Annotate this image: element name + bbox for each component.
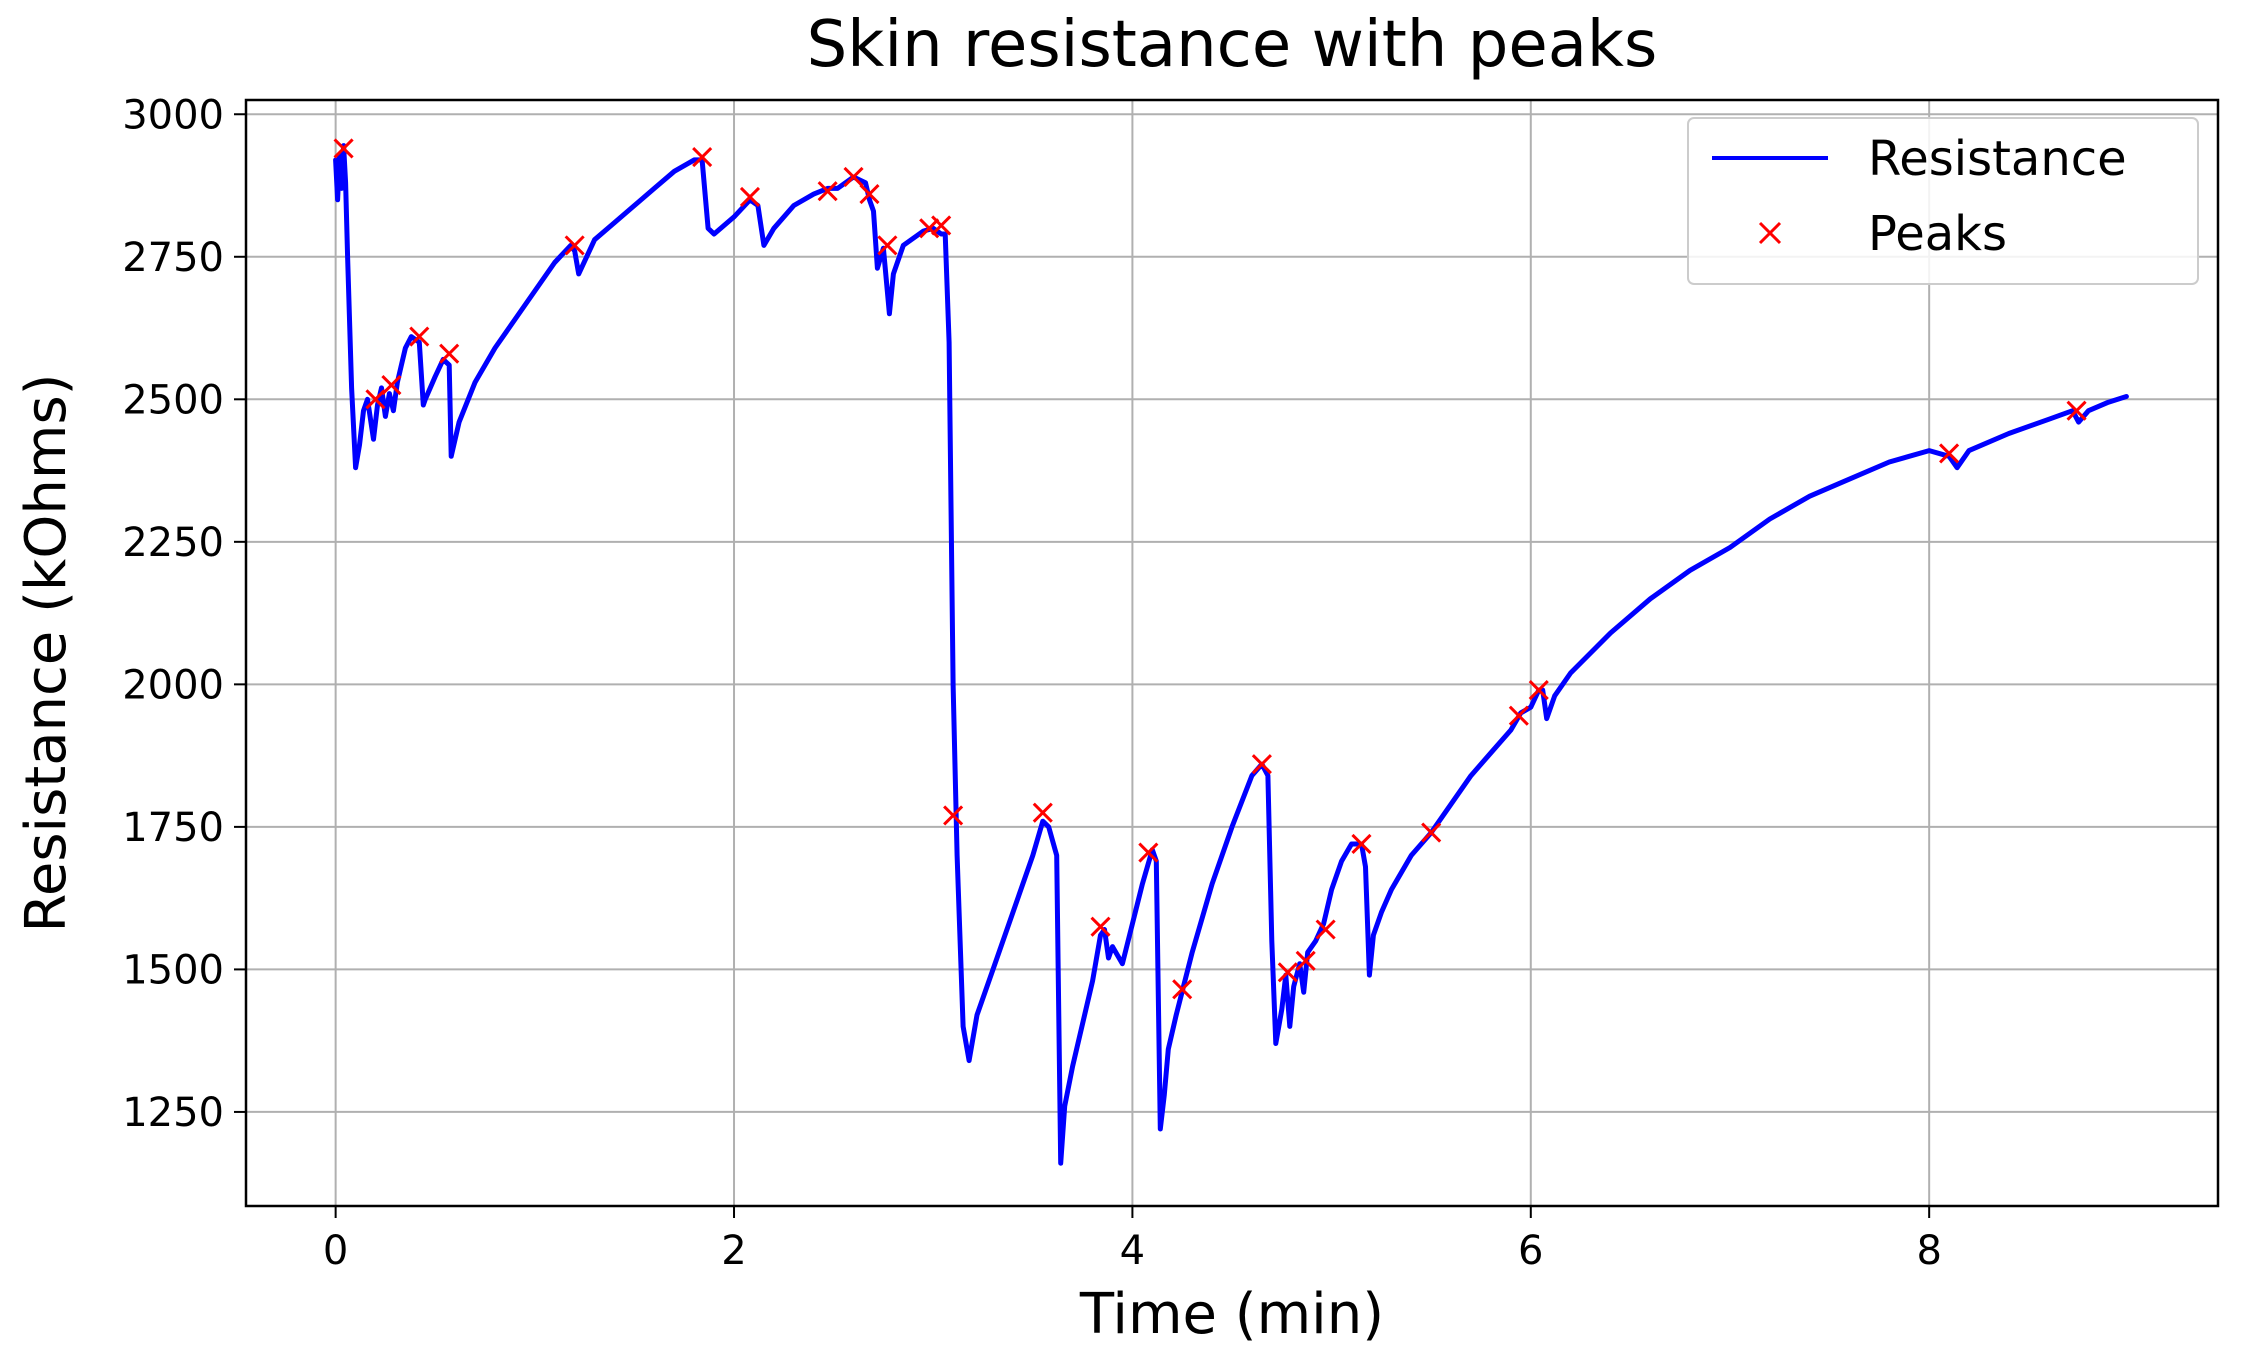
peak-marker	[877, 235, 898, 256]
x-tick-label: 4	[1120, 1228, 1145, 1274]
y-tick-label: 3000	[122, 92, 224, 138]
peak-marker	[365, 389, 386, 410]
y-tick-label: 2750	[122, 235, 224, 281]
legend: Resistance Peaks	[1687, 117, 2199, 285]
peak-marker	[1172, 979, 1193, 1000]
peak-marker	[381, 374, 402, 396]
peak-marker	[692, 146, 713, 168]
peak-marker	[1032, 802, 1053, 823]
legend-x-glyph	[1758, 221, 1782, 245]
peak-marker	[1090, 916, 1111, 937]
y-tick-label: 2250	[122, 520, 224, 566]
y-tick-label: 1750	[122, 805, 224, 851]
peak-marker	[409, 326, 430, 347]
peak-marker	[439, 343, 460, 364]
peak-marker	[1528, 679, 1549, 701]
y-tick-label: 1250	[122, 1090, 224, 1136]
peak-marker	[333, 138, 354, 159]
peak-marker	[564, 235, 585, 256]
peak-marker	[817, 181, 838, 202]
peak-marker	[843, 166, 864, 188]
chart-title: Skin resistance with peaks	[807, 8, 1658, 82]
peak-marker	[1295, 950, 1316, 971]
peak-marker	[1508, 705, 1529, 726]
x-tick-label: 6	[1518, 1228, 1543, 1274]
peak-marker	[1351, 833, 1372, 855]
peak-marker	[1939, 443, 1960, 464]
peaks-layer	[333, 138, 2087, 1000]
y-axis-label: Resistance (kOhms)	[14, 374, 79, 933]
peak-marker	[2066, 400, 2087, 421]
peak-marker	[931, 215, 952, 236]
y-tick-label: 2000	[122, 662, 224, 708]
y-tick-label: 1500	[122, 947, 224, 993]
y-tick-label: 2500	[122, 377, 224, 423]
y-axis-ticks: 1250 1500 1750 2000 2250 2500 2750 3000	[122, 92, 246, 1136]
peak-marker	[1421, 822, 1442, 843]
x-tick-label: 8	[1916, 1228, 1941, 1274]
x-tick-label: 0	[323, 1228, 348, 1274]
legend-x-marker	[1758, 221, 1782, 245]
x-axis-label: Time (min)	[1079, 1282, 1384, 1347]
legend-label-resistance: Resistance	[1868, 131, 2127, 187]
peak-marker	[1315, 919, 1336, 940]
x-tick-label: 2	[721, 1228, 746, 1274]
x-axis-ticks: 0 2 4 6 8	[323, 1206, 1942, 1274]
peak-marker	[943, 805, 964, 826]
peak-marker	[1138, 842, 1159, 863]
plot-frame	[244, 98, 2220, 1208]
peak-marker	[919, 218, 940, 239]
grid-lines	[246, 100, 2218, 1206]
peak-marker	[1251, 754, 1272, 775]
peak-marker	[739, 186, 761, 207]
peak-marker	[1277, 962, 1298, 983]
peak-marker	[859, 184, 880, 205]
legend-label-peaks: Peaks	[1868, 206, 2007, 262]
